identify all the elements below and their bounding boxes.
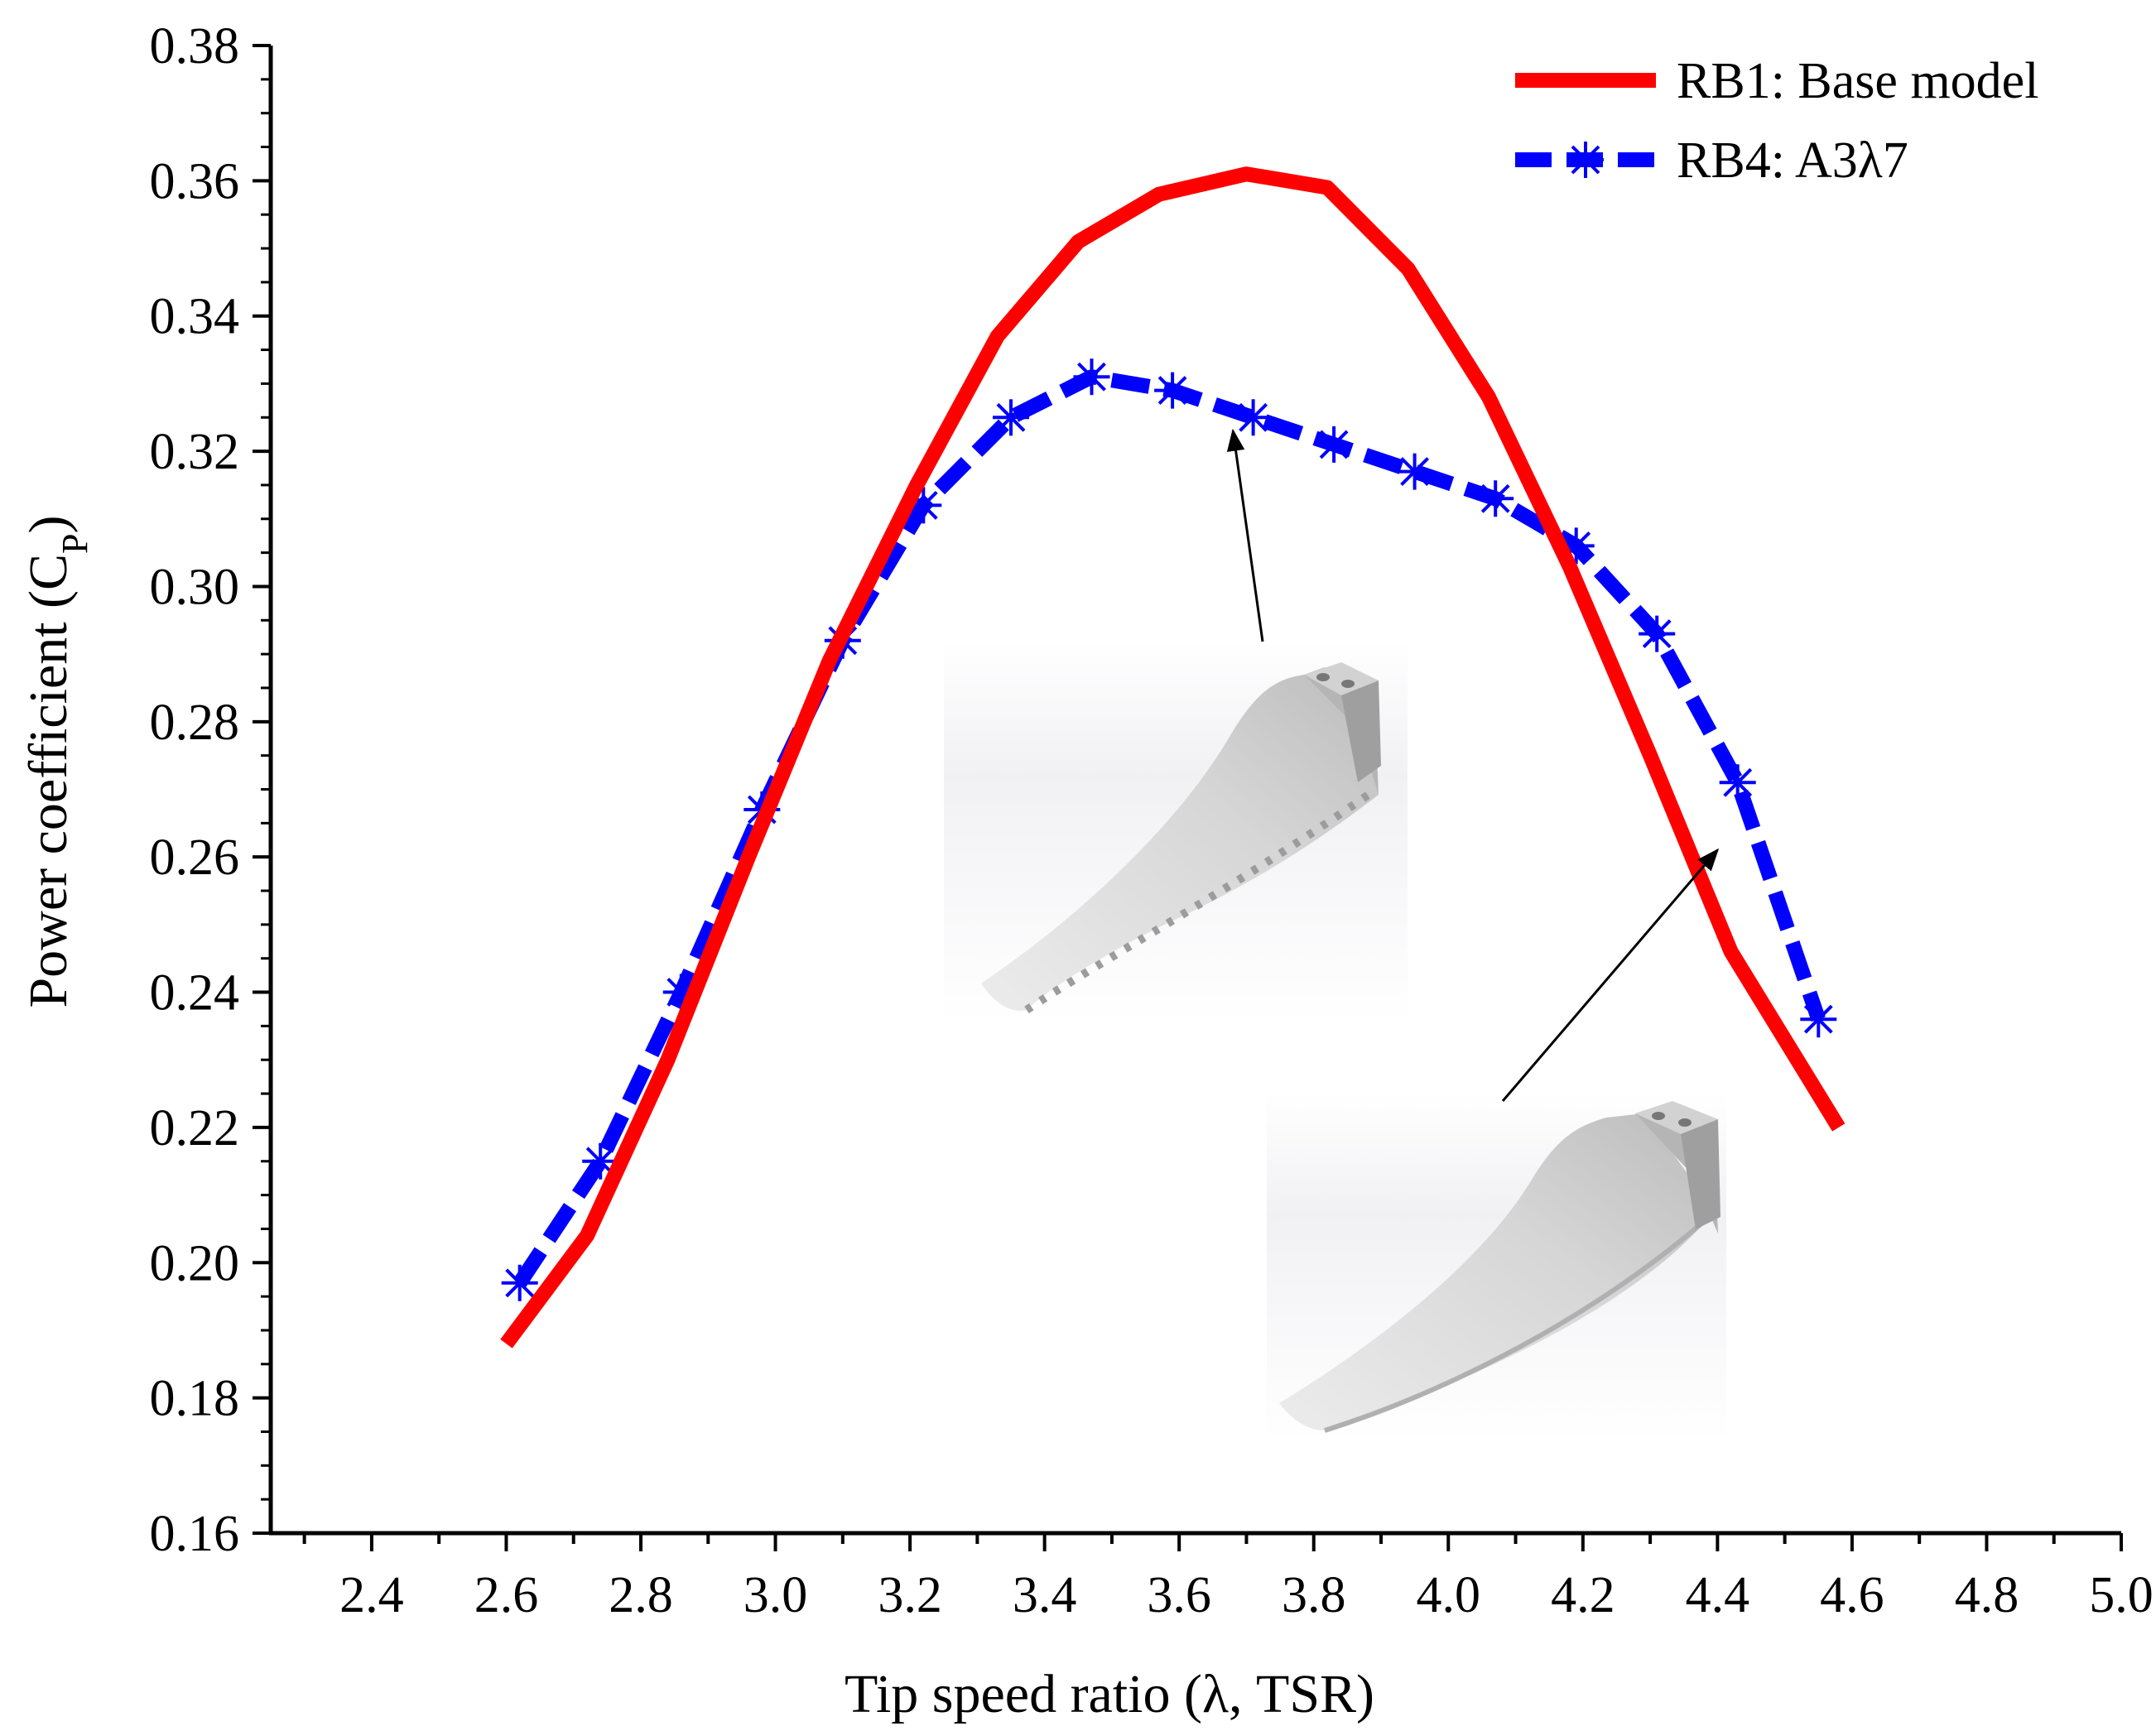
y-tick-label: 0.26 — [150, 829, 240, 886]
x-tick-label: 4.0 — [1417, 1567, 1481, 1623]
y-axis-title-subscript: P — [55, 533, 95, 553]
series-marker-rb4 — [1800, 1001, 1837, 1038]
series-marker-rb4 — [1316, 426, 1353, 463]
y-tick-label: 0.24 — [150, 965, 240, 1022]
legend-label-rb4: RB4: A3λ7 — [1677, 132, 1908, 189]
y-tick-label: 0.36 — [150, 153, 240, 209]
base-blade-image — [1267, 1093, 1726, 1440]
annotation-layer — [1226, 428, 1720, 1102]
x-tick-label: 3.0 — [744, 1567, 808, 1623]
y-tick-label: 0.22 — [150, 1100, 240, 1156]
series-marker-rb4 — [1639, 615, 1676, 652]
y-axis-title-main: Power coefficient (C — [18, 554, 79, 1008]
series-marker-rb4 — [1477, 480, 1514, 517]
series-line-rb1 — [500, 166, 1846, 1349]
x-tick-label: 3.8 — [1282, 1567, 1346, 1623]
legend-marker-rb4 — [1567, 142, 1604, 178]
series-marker-rb4 — [993, 399, 1029, 436]
series-marker-rb4 — [501, 1264, 538, 1301]
series-marker-rb4 — [1719, 764, 1756, 801]
y-tick-label: 0.16 — [150, 1506, 240, 1562]
x-tick-label: 2.8 — [609, 1567, 673, 1623]
y-tick-label: 0.38 — [150, 18, 240, 75]
legend: RB1: Base model RB4: A3λ7 — [1515, 53, 2038, 189]
x-tick-label: 5.0 — [2089, 1567, 2154, 1623]
series-marker-rb4 — [1234, 399, 1272, 436]
x-tick-label: 3.6 — [1147, 1567, 1211, 1623]
x-ticks: 2.4 2.6 2.8 3.0 3.2 3.4 3.6 3.8 4.0 4.2 4.4 4.6 4.8 5… — [302, 1533, 2154, 1623]
y-axis-title-close: ) — [18, 515, 79, 533]
x-tick-label: 4.4 — [1686, 1567, 1750, 1623]
y-tick-label: 0.30 — [150, 559, 240, 615]
series-marker-rb4 — [582, 1142, 619, 1180]
y-tick-label: 0.20 — [150, 1235, 240, 1291]
y-axis-title: Power coefficient (CP) — [18, 515, 95, 1007]
y-ticks: 0.16 0.18 0.20 0.22 0.24 0.26 0.28 0.30 0.32 0.34… — [150, 18, 271, 1562]
legend-label-rb1: RB1: Base model — [1677, 53, 2038, 109]
x-tick-label: 3.2 — [878, 1567, 942, 1623]
y-tick-label: 0.32 — [150, 424, 240, 480]
x-tick-label: 4.2 — [1551, 1567, 1615, 1623]
y-tick-label: 0.28 — [150, 695, 240, 751]
annotation-arrow — [1501, 848, 1720, 1102]
x-axis-title: Tip speed ratio (λ, TSR) — [845, 1664, 1374, 1724]
series-marker-rb4 — [1154, 372, 1191, 409]
series-marker-rb4 — [1073, 358, 1110, 396]
x-tick-label: 4.6 — [1820, 1567, 1884, 1623]
y-tick-label: 0.34 — [150, 289, 240, 345]
x-tick-label: 3.4 — [1013, 1567, 1077, 1623]
x-tick-label: 2.6 — [474, 1567, 539, 1623]
x-tick-label: 4.8 — [1955, 1567, 2019, 1623]
series-marker-rb4 — [1396, 453, 1433, 490]
series-layer — [500, 166, 1846, 1349]
y-tick-label: 0.18 — [150, 1371, 240, 1427]
serrated-blade-image — [944, 642, 1408, 1022]
x-tick-label: 2.4 — [339, 1567, 404, 1623]
annotation-arrow — [1226, 428, 1264, 642]
